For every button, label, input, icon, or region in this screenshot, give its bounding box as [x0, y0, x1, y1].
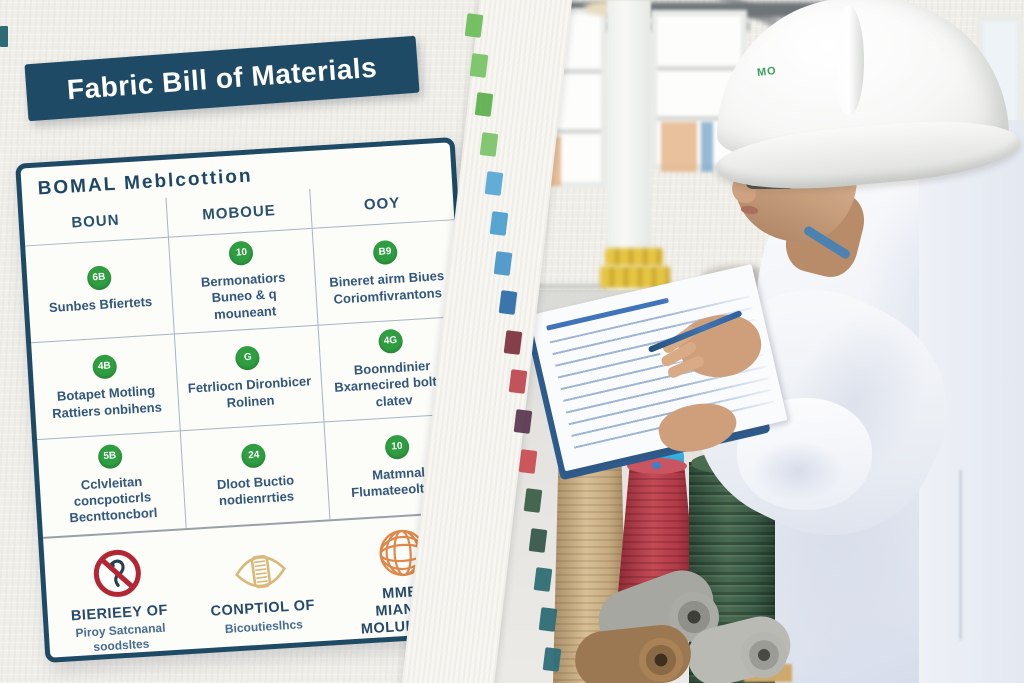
separator-dash [469, 52, 489, 78]
green-badge: 5B [97, 443, 123, 469]
wall-pillar [607, 0, 651, 290]
green-badge: G [235, 345, 261, 372]
green-badge: 24 [241, 442, 267, 469]
separator-dash [533, 567, 552, 593]
separator-dash [508, 369, 528, 395]
green-badge: 10 [384, 434, 410, 460]
cell-text: Fetrliocn Dironbicer Rolinen [187, 373, 312, 410]
table-cell: 24 Dloot Buctio nodienrrties [180, 422, 330, 529]
table-cell: 4B Botapet Motling Rattiers onbihens [31, 334, 181, 441]
helmet-logo: MO [756, 64, 778, 80]
separator-dash [494, 250, 513, 276]
green-badge: 4B [91, 354, 118, 380]
table-cell: 5B Cclvleitan concpoticrls Becnttoncborl [37, 431, 186, 537]
green-badge: B9 [372, 240, 398, 266]
yarn-cone-red-cap [652, 462, 661, 469]
table-cell: G Fetrliocn Dironbicer Rolinen [174, 325, 324, 432]
cell-text: Cclvleitan concpoticrls Becnttoncborl [68, 473, 158, 526]
table-cell: 6B Sunbes Bfiertets [25, 237, 175, 344]
separator-dash [474, 92, 494, 118]
factory-photo: MO [489, 0, 1024, 683]
separator-dash [464, 13, 484, 38]
separator-dash [518, 448, 538, 474]
cell-text: Sunbes Bfiertets [48, 294, 153, 316]
table-cell: B9 Bineret airm Biues Coriomfivrantons [311, 220, 461, 326]
footer-item: CONPTIOL OF Bicoutieslhcs [187, 539, 336, 638]
footer-item: BIERIEEY OF Piroy Satcnanal soodsltes [44, 538, 194, 657]
pallet-stack [600, 266, 670, 288]
green-badge: 6B [86, 265, 112, 292]
fabric-bolt-icon [235, 554, 286, 589]
separator-dash [479, 131, 499, 157]
bom-table: BOUN MOBOUE OOY 6B Sunbes Bfiertets 10 B… [22, 180, 473, 537]
bom-card: BOMAL Meblcottion BOUN MOBOUE OOY 6B Sun… [15, 137, 485, 663]
footer-subtitle: Bicoutieslhcs [224, 616, 304, 636]
page-title: Fabric Bill of Materials [65, 51, 379, 105]
separator-dash [523, 488, 543, 514]
separator-dash [503, 329, 523, 355]
yarn-roll-white-end [741, 632, 787, 678]
separator-dash [543, 646, 562, 672]
separator-dash [484, 171, 503, 197]
cell-text: Bineret airm Biues Coriomfivrantons [328, 268, 445, 307]
coat-pocket-seam [959, 470, 962, 640]
yarn-roll-brown-end [639, 638, 683, 682]
separator-dash [538, 607, 557, 632]
table-cell: 10 Bermonatiors Buneo & q mouneant [168, 228, 318, 335]
footer-subtitle: Piroy Satcnanal soodsltes [75, 621, 166, 654]
pallet-stack [605, 248, 663, 266]
green-badge: 10 [228, 240, 255, 267]
cell-text: Dloot Buctio nodienrrties [216, 472, 295, 509]
separator-dash [513, 409, 533, 434]
hard-hat-ridge [834, 6, 864, 116]
no-fish-hook-icon [93, 549, 141, 597]
corner-dash-decoration [0, 26, 8, 47]
separator-dash [498, 290, 518, 316]
cell-text: Bermonatiors Buneo & q mouneant [200, 269, 286, 322]
separator-dash [489, 211, 508, 236]
card-footer: BIERIEEY OF Piroy Satcnanal soodsltes CO… [42, 510, 480, 663]
green-badge: 4G [377, 328, 404, 355]
cell-text: Botapet Motling Rattiers onbihens [51, 383, 163, 421]
separator-dash [528, 527, 548, 553]
